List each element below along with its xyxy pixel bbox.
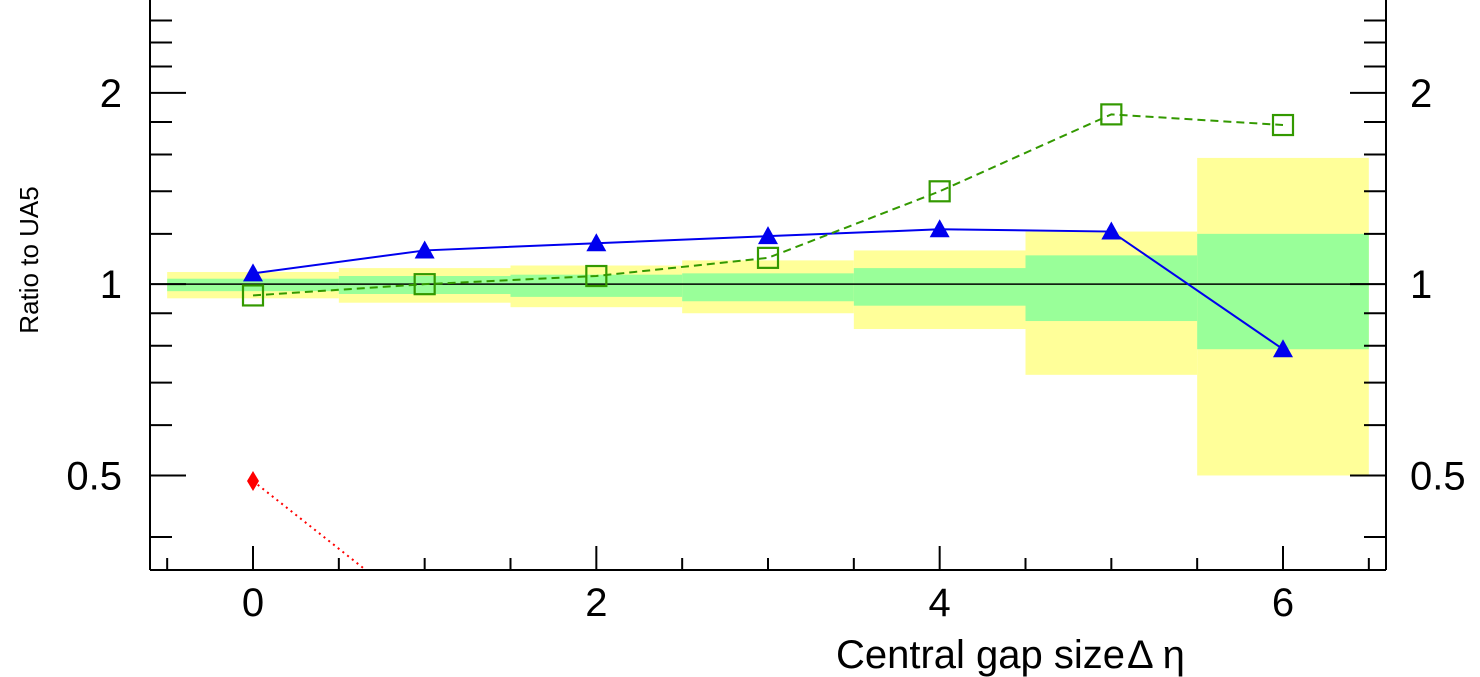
data-point — [414, 240, 435, 259]
data-point — [586, 233, 607, 252]
data-point — [1100, 103, 1123, 126]
inner-band-bin — [682, 273, 854, 302]
y-tick-label-left: 1 — [100, 263, 122, 307]
series-triangle — [243, 219, 1293, 358]
axes — [149, 0, 1387, 571]
series-diamond — [247, 471, 368, 570]
x-tick-label: 0 — [242, 581, 264, 625]
series-line — [252, 113, 1284, 297]
y-tick-label-right: 1 — [1410, 263, 1432, 307]
x-axis-title: Central gap size — [836, 633, 1125, 677]
data-point — [1271, 113, 1295, 137]
data-point — [1101, 221, 1122, 240]
data-point — [1273, 339, 1293, 358]
data-point — [413, 273, 436, 296]
data-point — [758, 226, 778, 245]
inner-band-bin — [1025, 255, 1198, 322]
data-point — [929, 219, 950, 238]
series-open-square — [241, 103, 1295, 307]
data-point — [243, 263, 263, 282]
data-point — [585, 264, 608, 288]
data-point — [241, 284, 265, 307]
y-tick-label-right: 2 — [1410, 72, 1432, 116]
x-tick-label: 6 — [1272, 581, 1294, 625]
inner-band-bin — [1197, 233, 1369, 350]
data-series — [241, 103, 1295, 570]
x-tick-label: 2 — [585, 581, 607, 625]
series-line — [252, 480, 368, 570]
y-tick-label-right: 0.5 — [1410, 454, 1466, 498]
tick-labels: 0 2 4 6 0.5 1 2 0.5 1 2 — [66, 72, 1465, 625]
y-axis-title: Ratio to UA5 — [14, 186, 44, 333]
y-tick-label-left: 2 — [100, 72, 122, 116]
inner-band-bin — [853, 268, 1026, 306]
data-point — [247, 471, 259, 492]
data-point — [756, 246, 780, 269]
uncertainty-bands — [167, 157, 1369, 476]
x-axis-symbol: Δ η — [1127, 633, 1185, 677]
y-tick-label-left: 0.5 — [66, 454, 122, 498]
x-tick-label: 4 — [929, 581, 951, 625]
data-point — [928, 180, 951, 203]
